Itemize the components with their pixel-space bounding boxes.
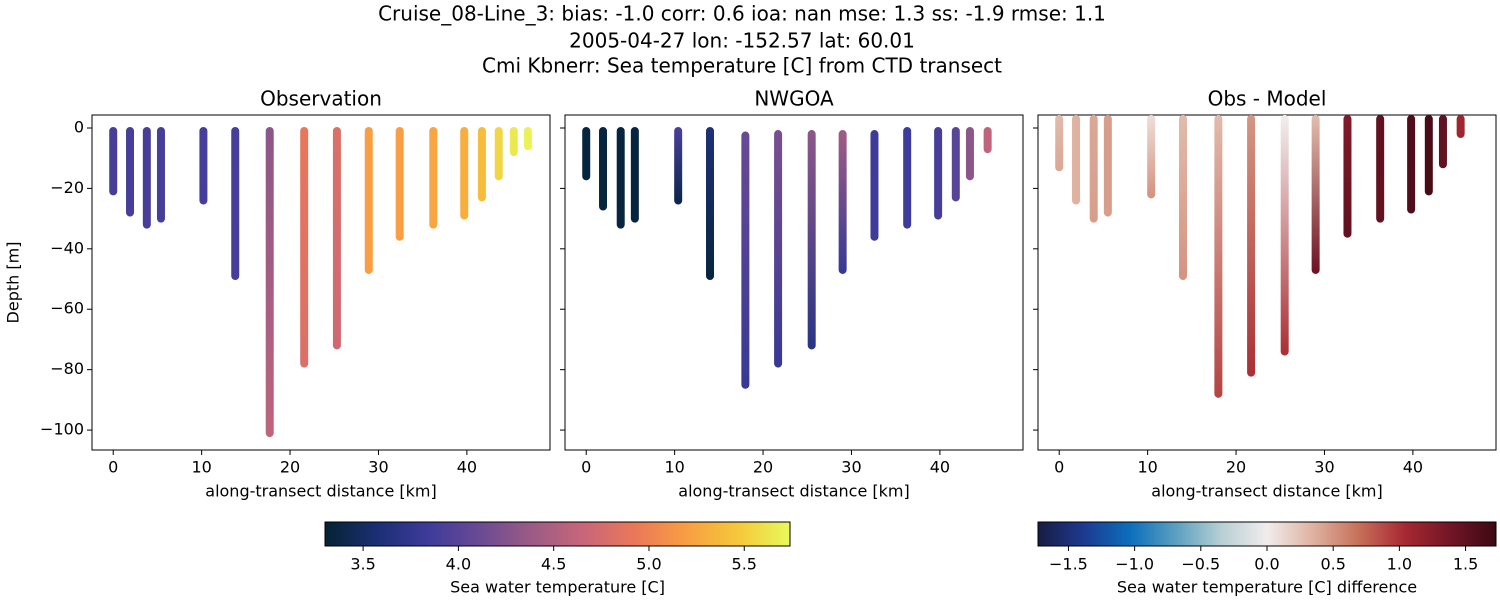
panel-title: Obs - Model xyxy=(1208,87,1327,111)
colorbar-tick-label: 3.5 xyxy=(350,555,375,574)
x-tick-label: 10 xyxy=(191,458,211,477)
y-tick-label: −40 xyxy=(50,238,84,257)
colorbar-tick-label: 5.0 xyxy=(636,555,661,574)
x-tick-label: 0 xyxy=(1054,458,1064,477)
colorbar-tick-label: 4.5 xyxy=(541,555,566,574)
colorbar-tick-label: 4.0 xyxy=(446,555,471,574)
colorbar-tick-label: 1.5 xyxy=(1453,555,1478,574)
panel-title: Observation xyxy=(260,87,382,111)
x-tick-label: 30 xyxy=(368,458,388,477)
x-tick-label: 10 xyxy=(1137,458,1157,477)
axes-frame xyxy=(91,114,551,451)
x-tick-label: 40 xyxy=(457,458,477,477)
x-tick-label: 30 xyxy=(1314,458,1334,477)
x-axis-label: along-transect distance [km] xyxy=(1151,482,1382,501)
y-axis-label: Depth [m] xyxy=(4,242,23,324)
x-tick-label: 20 xyxy=(753,458,773,477)
x-tick-label: 40 xyxy=(930,458,950,477)
y-tick-label: −20 xyxy=(50,178,84,197)
colorbar-tick-label: −1.5 xyxy=(1049,555,1088,574)
colorbar-label: Sea water temperature [C] difference xyxy=(1117,578,1417,597)
x-tick-label: 20 xyxy=(280,458,300,477)
colorbar-tick-label: 0.0 xyxy=(1254,555,1279,574)
colorbar-tick-label: −1.0 xyxy=(1115,555,1154,574)
panel-title: NWGOA xyxy=(754,87,834,111)
axes-frame xyxy=(1037,114,1497,451)
colorbar-tick-label: 0.5 xyxy=(1320,555,1345,574)
colorbar-tick-label: 5.5 xyxy=(732,555,757,574)
x-axis-label: along-transect distance [km] xyxy=(678,482,909,501)
y-tick-label: −100 xyxy=(40,420,84,439)
x-tick-label: 0 xyxy=(581,458,591,477)
colorbar-tick-label: 1.0 xyxy=(1387,555,1412,574)
x-tick-label: 0 xyxy=(108,458,118,477)
colorbar xyxy=(1037,521,1497,547)
x-tick-label: 20 xyxy=(1226,458,1246,477)
suptitle-line: 2005-04-27 lon: -152.57 lat: 60.01 xyxy=(569,29,915,53)
x-tick-label: 10 xyxy=(664,458,684,477)
axes-frame xyxy=(564,114,1024,451)
x-axis-label: along-transect distance [km] xyxy=(205,482,436,501)
y-tick-label: −60 xyxy=(50,299,84,318)
y-tick-label: 0 xyxy=(74,117,84,136)
colorbar-tick-label: −0.5 xyxy=(1181,555,1220,574)
x-tick-label: 40 xyxy=(1403,458,1423,477)
suptitle-line: Cruise_08-Line_3: bias: -1.0 corr: 0.6 i… xyxy=(378,2,1106,26)
y-tick-label: −80 xyxy=(50,359,84,378)
colorbar-label: Sea water temperature [C] xyxy=(450,578,665,597)
suptitle-line: Cmi Kbnerr: Sea temperature [C] from CTD… xyxy=(482,54,1002,78)
colorbar xyxy=(324,521,791,547)
x-tick-label: 30 xyxy=(841,458,861,477)
